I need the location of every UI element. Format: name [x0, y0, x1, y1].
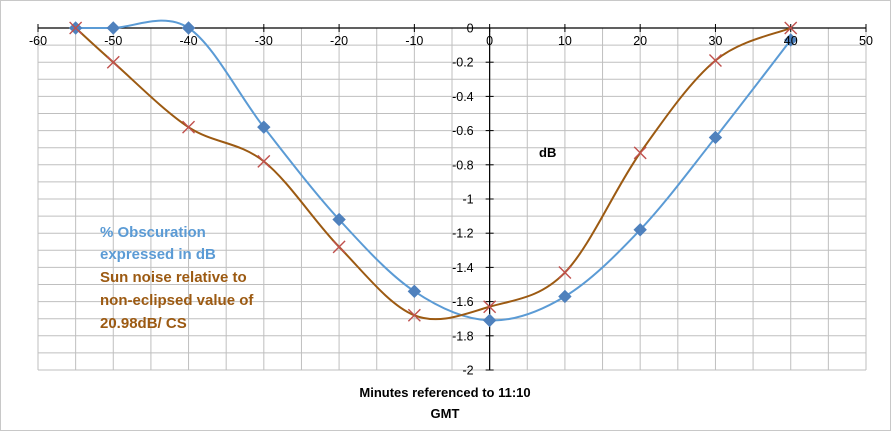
cross-stroke [558, 266, 572, 280]
x-tick-label: 30 [709, 34, 723, 48]
y-tick-label: -1.8 [452, 329, 474, 343]
x-tick-label: 50 [859, 34, 873, 48]
y-tick-label: -1.6 [452, 295, 474, 309]
cross-stroke [633, 146, 647, 160]
legend-series2-line1: Sun noise relative to [100, 269, 247, 286]
x-axis-title-line2: GMT [431, 406, 460, 421]
x-tick-label: -20 [330, 34, 348, 48]
series-1-marker-diamond [482, 313, 497, 328]
series-1-marker-diamond [332, 212, 346, 227]
cross-stroke [257, 154, 271, 168]
y-tick-label: -1.2 [452, 227, 474, 241]
series-1-marker-diamond [708, 130, 723, 145]
cross-stroke [483, 300, 497, 314]
series-2-marker-cross [332, 240, 346, 254]
series-1-marker-diamond [257, 120, 271, 134]
x-tick-label: -60 [29, 34, 47, 48]
series-2-marker-cross [106, 55, 120, 69]
x-tick-label: 40 [784, 34, 798, 48]
legend-series2-line3: 20.98dB/ CS [100, 315, 187, 332]
x-tick-label: 20 [633, 34, 647, 48]
cross-stroke [407, 308, 421, 322]
y-tick-label: -0.2 [452, 56, 474, 70]
x-axis-title-line1: Minutes referenced to 11:10 [359, 385, 530, 400]
y-axis-title: dB [539, 145, 556, 160]
x-tick-label: -30 [255, 34, 273, 48]
series-2-marker-cross [633, 146, 647, 160]
legend-series1-line1: % Obscuration [100, 224, 206, 241]
series-1-marker-diamond [558, 289, 572, 304]
x-tick-label: -10 [405, 34, 423, 48]
series-2-marker-cross [784, 21, 798, 35]
series-1-marker-diamond [633, 223, 647, 237]
series-2-marker-cross [407, 308, 421, 322]
y-tick-label: -1 [463, 193, 474, 207]
x-tick-label: -40 [180, 34, 198, 48]
y-tick-label: -0.4 [452, 90, 474, 104]
legend: % Obscuration expressed in dB Sun noise … [100, 224, 254, 332]
y-tick-label: -0.8 [452, 158, 474, 172]
series-2-marker-cross [558, 266, 572, 280]
cross-stroke [69, 21, 83, 35]
x-tick-label: 10 [558, 34, 572, 48]
series-1-marker-diamond [106, 21, 120, 35]
data-markers [68, 21, 798, 328]
y-tick-label: -0.6 [452, 124, 474, 138]
legend-series2-line2: non-eclipsed value of [100, 292, 254, 309]
cross-stroke [332, 240, 346, 254]
cross-stroke [106, 55, 120, 69]
series-1-marker-diamond [784, 33, 798, 47]
x-tick-label: -50 [104, 34, 122, 48]
series-2-marker-cross [182, 120, 196, 134]
series-2-marker-cross [483, 300, 497, 314]
series-2-marker-cross [708, 53, 722, 67]
y-tick-label: 0 [467, 22, 474, 36]
tick-labels: -60 -50 -40 -30 -20 -10 0 10 20 30 40 50 0 -0.2 -0.4 -0… [29, 22, 873, 378]
legend-series1-line2: expressed in dB [100, 246, 216, 263]
series-1-marker-diamond [181, 21, 196, 35]
cross-stroke [784, 21, 798, 35]
series-2-marker-cross [69, 21, 83, 35]
cross-stroke [708, 53, 722, 67]
axes [37, 24, 867, 371]
x-tick-label: 0 [486, 34, 493, 48]
series-1-marker-diamond [407, 284, 422, 299]
y-tick-label: -2 [463, 364, 474, 378]
series-2-marker-cross [257, 154, 271, 168]
y-tick-label: -1.4 [452, 261, 474, 275]
grid-lines [37, 27, 867, 371]
cross-stroke [182, 120, 196, 134]
